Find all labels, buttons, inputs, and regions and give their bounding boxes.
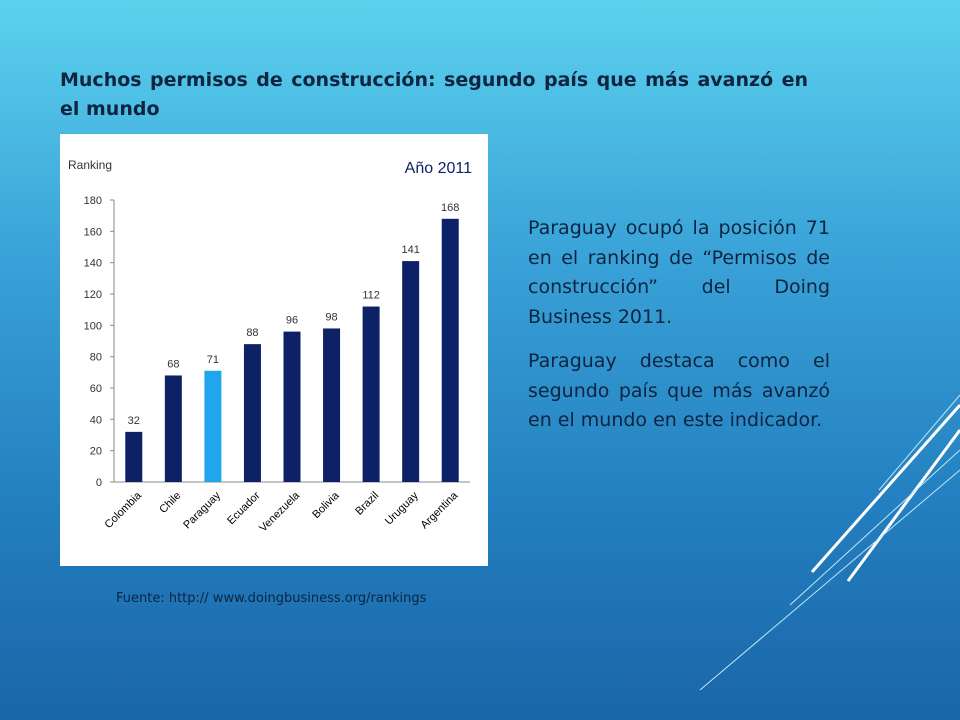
decor-line (810, 404, 960, 573)
bar-chart: 0 20 40 60 80 100 120 140 160 180 Ranking Año 2011 3… (68, 158, 472, 534)
x-tick-label-venezuela: Venezuela (257, 489, 302, 534)
source-note: Fuente: http:// www.doingbusiness.org/ra… (116, 591, 427, 606)
data-label-brazil: 112 (362, 290, 380, 302)
y-tick-label: 160 (84, 226, 102, 238)
bar-brazil (362, 306, 380, 482)
decor-line (699, 469, 960, 691)
x-tick-label-brazil: Brazil (353, 490, 381, 518)
description-paragraph-1: Paraguay ocupó la posición 71 en el rank… (528, 217, 830, 328)
bar-chile (164, 375, 182, 482)
x-tick-label-argentina: Argentina (419, 489, 461, 531)
bar-paraguay (204, 370, 222, 482)
description-paragraph-2: Paraguay destaca como el segundo país qu… (528, 350, 830, 431)
y-tick-label: 20 (90, 446, 102, 458)
data-label-venezuela: 96 (286, 315, 298, 327)
bar-venezuela (283, 331, 301, 482)
bar-colombia (125, 431, 143, 482)
x-tick-label-paraguay: Paraguay (181, 489, 223, 531)
x-tick-label-colombia: Colombia (103, 489, 145, 531)
data-label-chile: 68 (167, 358, 179, 370)
y-tick-label: 80 (90, 352, 102, 364)
x-tick-label-uruguay: Uruguay (383, 489, 421, 527)
y-axis-title: Ranking (68, 158, 112, 172)
chart-panel: 0 20 40 60 80 100 120 140 160 180 Ranking Año 2011 3… (60, 134, 488, 566)
y-tick-label: 180 (84, 195, 102, 207)
bar-ecuador (243, 344, 261, 482)
y-tick-label: 100 (84, 320, 102, 332)
y-tick-label: 120 (84, 289, 102, 301)
x-tick-label-chile: Chile (157, 490, 183, 516)
bar-uruguay (402, 261, 420, 482)
chart-title: Año 2011 (405, 160, 472, 177)
data-label-paraguay: 71 (207, 354, 219, 366)
data-label-colombia: 32 (128, 415, 140, 427)
y-tick-label: 140 (84, 258, 102, 270)
x-tick-label-bolivia: Bolivia (310, 489, 342, 521)
decor-line (878, 394, 960, 491)
y-tick-label: 60 (90, 383, 102, 395)
data-label-uruguay: 141 (401, 244, 419, 256)
bar-bolivia (323, 328, 341, 482)
description-text: Paraguay ocupó la posición 71 en el rank… (528, 214, 830, 451)
decor-line (789, 449, 960, 606)
y-tick-label: 0 (96, 477, 102, 489)
data-label-argentina: 168 (441, 202, 459, 214)
x-tick-label-ecuador: Ecuador (225, 489, 263, 527)
data-label-ecuador: 88 (246, 327, 258, 339)
slide-title: Muchos permisos de construcción: segundo… (60, 69, 808, 120)
decor-line (846, 429, 960, 582)
bar-argentina (441, 218, 459, 483)
y-tick-label: 40 (90, 414, 102, 426)
data-label-bolivia: 98 (325, 311, 337, 323)
